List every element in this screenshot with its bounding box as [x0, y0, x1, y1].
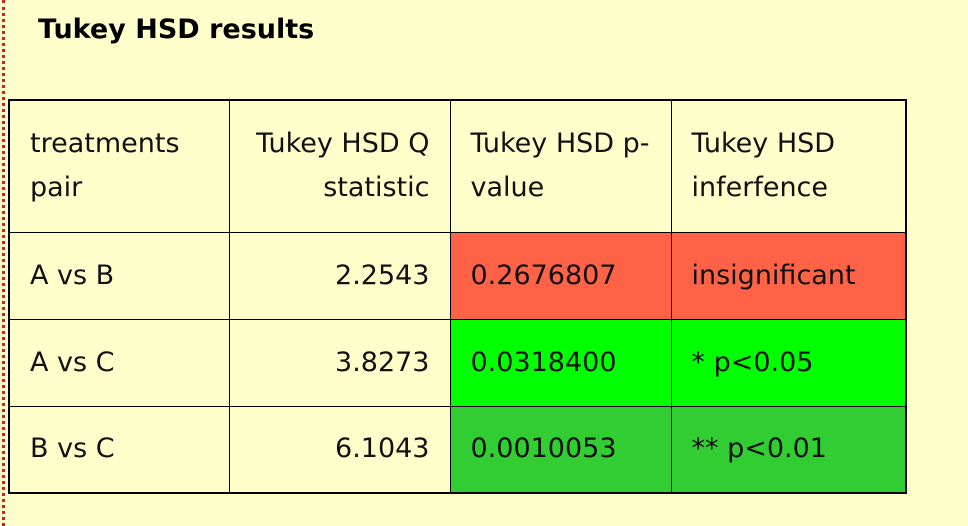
column-header: Tukey HSD Q statistic — [228, 99, 451, 233]
column-header: Tukey HSD inferfence — [670, 99, 907, 233]
column-header: treatments pair — [8, 99, 230, 233]
table-cell: A vs B — [8, 231, 230, 320]
title: Tukey HSD results — [38, 14, 315, 45]
column-header: Tukey HSD p-value — [449, 99, 672, 233]
table-row: B vs C 6.1043 0.0010053 ** p<0.01 — [8, 405, 907, 494]
table-cell: 0.0010053 — [449, 405, 672, 494]
table-cell: B vs C — [8, 405, 230, 494]
table-cell: ** p<0.01 — [670, 405, 907, 494]
left-border — [2, 0, 5, 526]
table-cell: 0.0318400 — [449, 318, 672, 407]
header-row: treatments pair Tukey HSD Q statistic Tuke… — [8, 99, 907, 233]
table-cell: insignificant — [670, 231, 907, 320]
results-table: treatments pair Tukey HSD Q statistic Tuke… — [8, 99, 907, 494]
table-cell: 3.8273 — [228, 318, 451, 407]
table-row: A vs C 3.8273 0.0318400 * p<0.05 — [8, 318, 907, 407]
table-cell: 6.1043 — [228, 405, 451, 494]
table-cell: A vs C — [8, 318, 230, 407]
table-cell: 2.2543 — [228, 231, 451, 320]
table-cell: * p<0.05 — [670, 318, 907, 407]
table-row: A vs B 2.2543 0.2676807 insignificant — [8, 231, 907, 320]
table-cell: 0.2676807 — [449, 231, 672, 320]
